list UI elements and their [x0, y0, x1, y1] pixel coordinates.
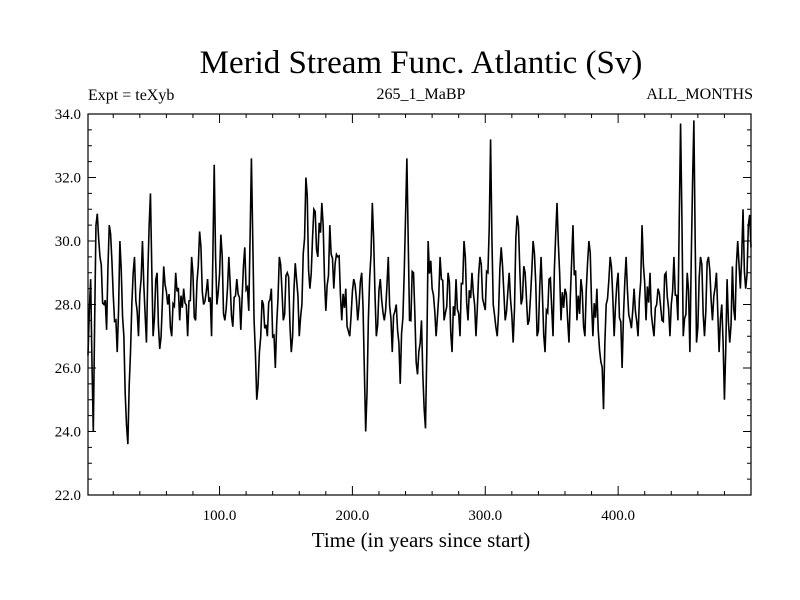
y-tick-label: 26.0: [55, 361, 81, 377]
x-axis: 100.0 200.0 300.0 400.0: [112, 114, 725, 524]
run-label: 265_1_MaBP: [377, 86, 466, 103]
months-label: ALL_MONTHS: [646, 86, 753, 103]
x-axis-label: Time (in years since start): [312, 528, 531, 552]
y-tick-label: 24.0: [55, 425, 81, 441]
y-tick-label: 28.0: [55, 298, 81, 314]
x-tick-label: 300.0: [468, 508, 502, 524]
y-tick-label: 32.0: [55, 171, 81, 187]
series-line: [87, 120, 752, 445]
x-tick-label: 100.0: [203, 508, 237, 524]
y-tick-label: 30.0: [55, 234, 81, 250]
x-tick-label: 400.0: [601, 508, 635, 524]
series-group: [87, 120, 752, 445]
y-tick-label: 34.0: [55, 107, 81, 123]
y-tick-label: 22.0: [55, 488, 81, 504]
x-tick-label: 200.0: [336, 508, 370, 524]
chart-title: Merid Stream Func. Atlantic (Sv): [200, 45, 643, 81]
experiment-label: Expt = teXyb: [88, 87, 174, 104]
